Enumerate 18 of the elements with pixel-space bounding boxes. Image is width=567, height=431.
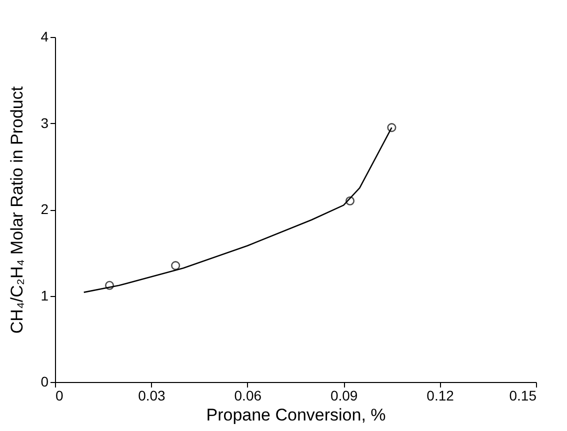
line-series [83, 126, 392, 293]
y-tick-label: 2 [40, 201, 49, 217]
y-tick-label: 3 [40, 114, 49, 131]
point [387, 123, 396, 132]
point [104, 280, 114, 290]
x-tick-label: 0.03 [138, 388, 166, 404]
point [345, 196, 355, 206]
x-tick-label: 0.06 [234, 388, 262, 404]
y-tick-label: 1 [40, 287, 49, 304]
x-tick-label: 0.09 [330, 388, 358, 404]
y-axis-title: CH₄/C₂H₄ Molar Ratio in Product [8, 86, 27, 334]
x-axis-title: Propane Conversion, % [206, 406, 386, 424]
x-tick-label: 0.12 [426, 388, 454, 404]
y-tick-label: 4 [40, 28, 49, 44]
y-tick-label: 0 [40, 374, 49, 390]
x-tick-label: 0 [56, 388, 64, 404]
x-tick-label: 0.15 [509, 388, 537, 404]
point [171, 261, 180, 270]
